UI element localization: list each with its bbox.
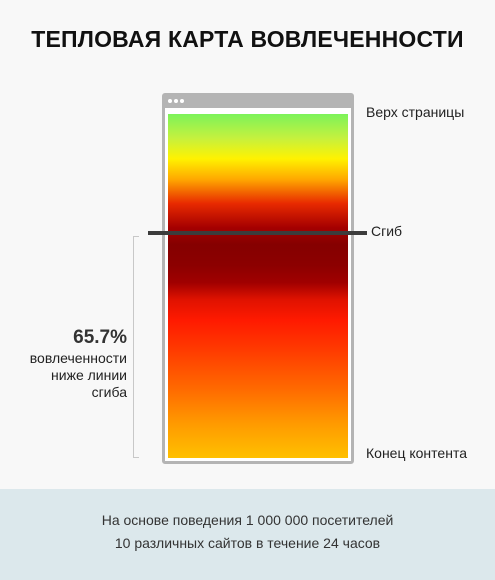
fold-line: [148, 231, 367, 235]
footer-line: 10 различных сайтов в течение 24 часов: [114, 535, 381, 551]
label-fold: Сгиб: [371, 223, 403, 239]
label-content-end: Конец контента: [366, 445, 467, 461]
stat-text-line: вовлеченности: [29, 350, 127, 366]
window-dot-icon: [174, 99, 178, 103]
footer-line: На основе поведения 1 000 000 посетителе…: [101, 512, 394, 528]
below-fold-bracket: [133, 236, 139, 458]
stat-value: 65.7%: [73, 327, 127, 348]
footer-note: На основе поведения 1 000 000 посетителе…: [0, 489, 495, 580]
window-dot-icon: [180, 99, 184, 103]
browser-window-mockup: [162, 93, 354, 464]
page-title: ТЕПЛОВАЯ КАРТА ВОВЛЕЧЕННОСТИ: [31, 26, 464, 52]
label-page-top: Верх страницы: [366, 104, 465, 120]
below-fold-stat: 65.7% вовлеченности ниже линии сгиба: [0, 326, 127, 401]
stat-text-line: сгиба: [91, 384, 127, 400]
window-dot-icon: [168, 99, 172, 103]
browser-title-bar: [165, 96, 351, 108]
engagement-heatmap: [168, 114, 348, 458]
stat-text-line: ниже линии: [51, 367, 127, 383]
